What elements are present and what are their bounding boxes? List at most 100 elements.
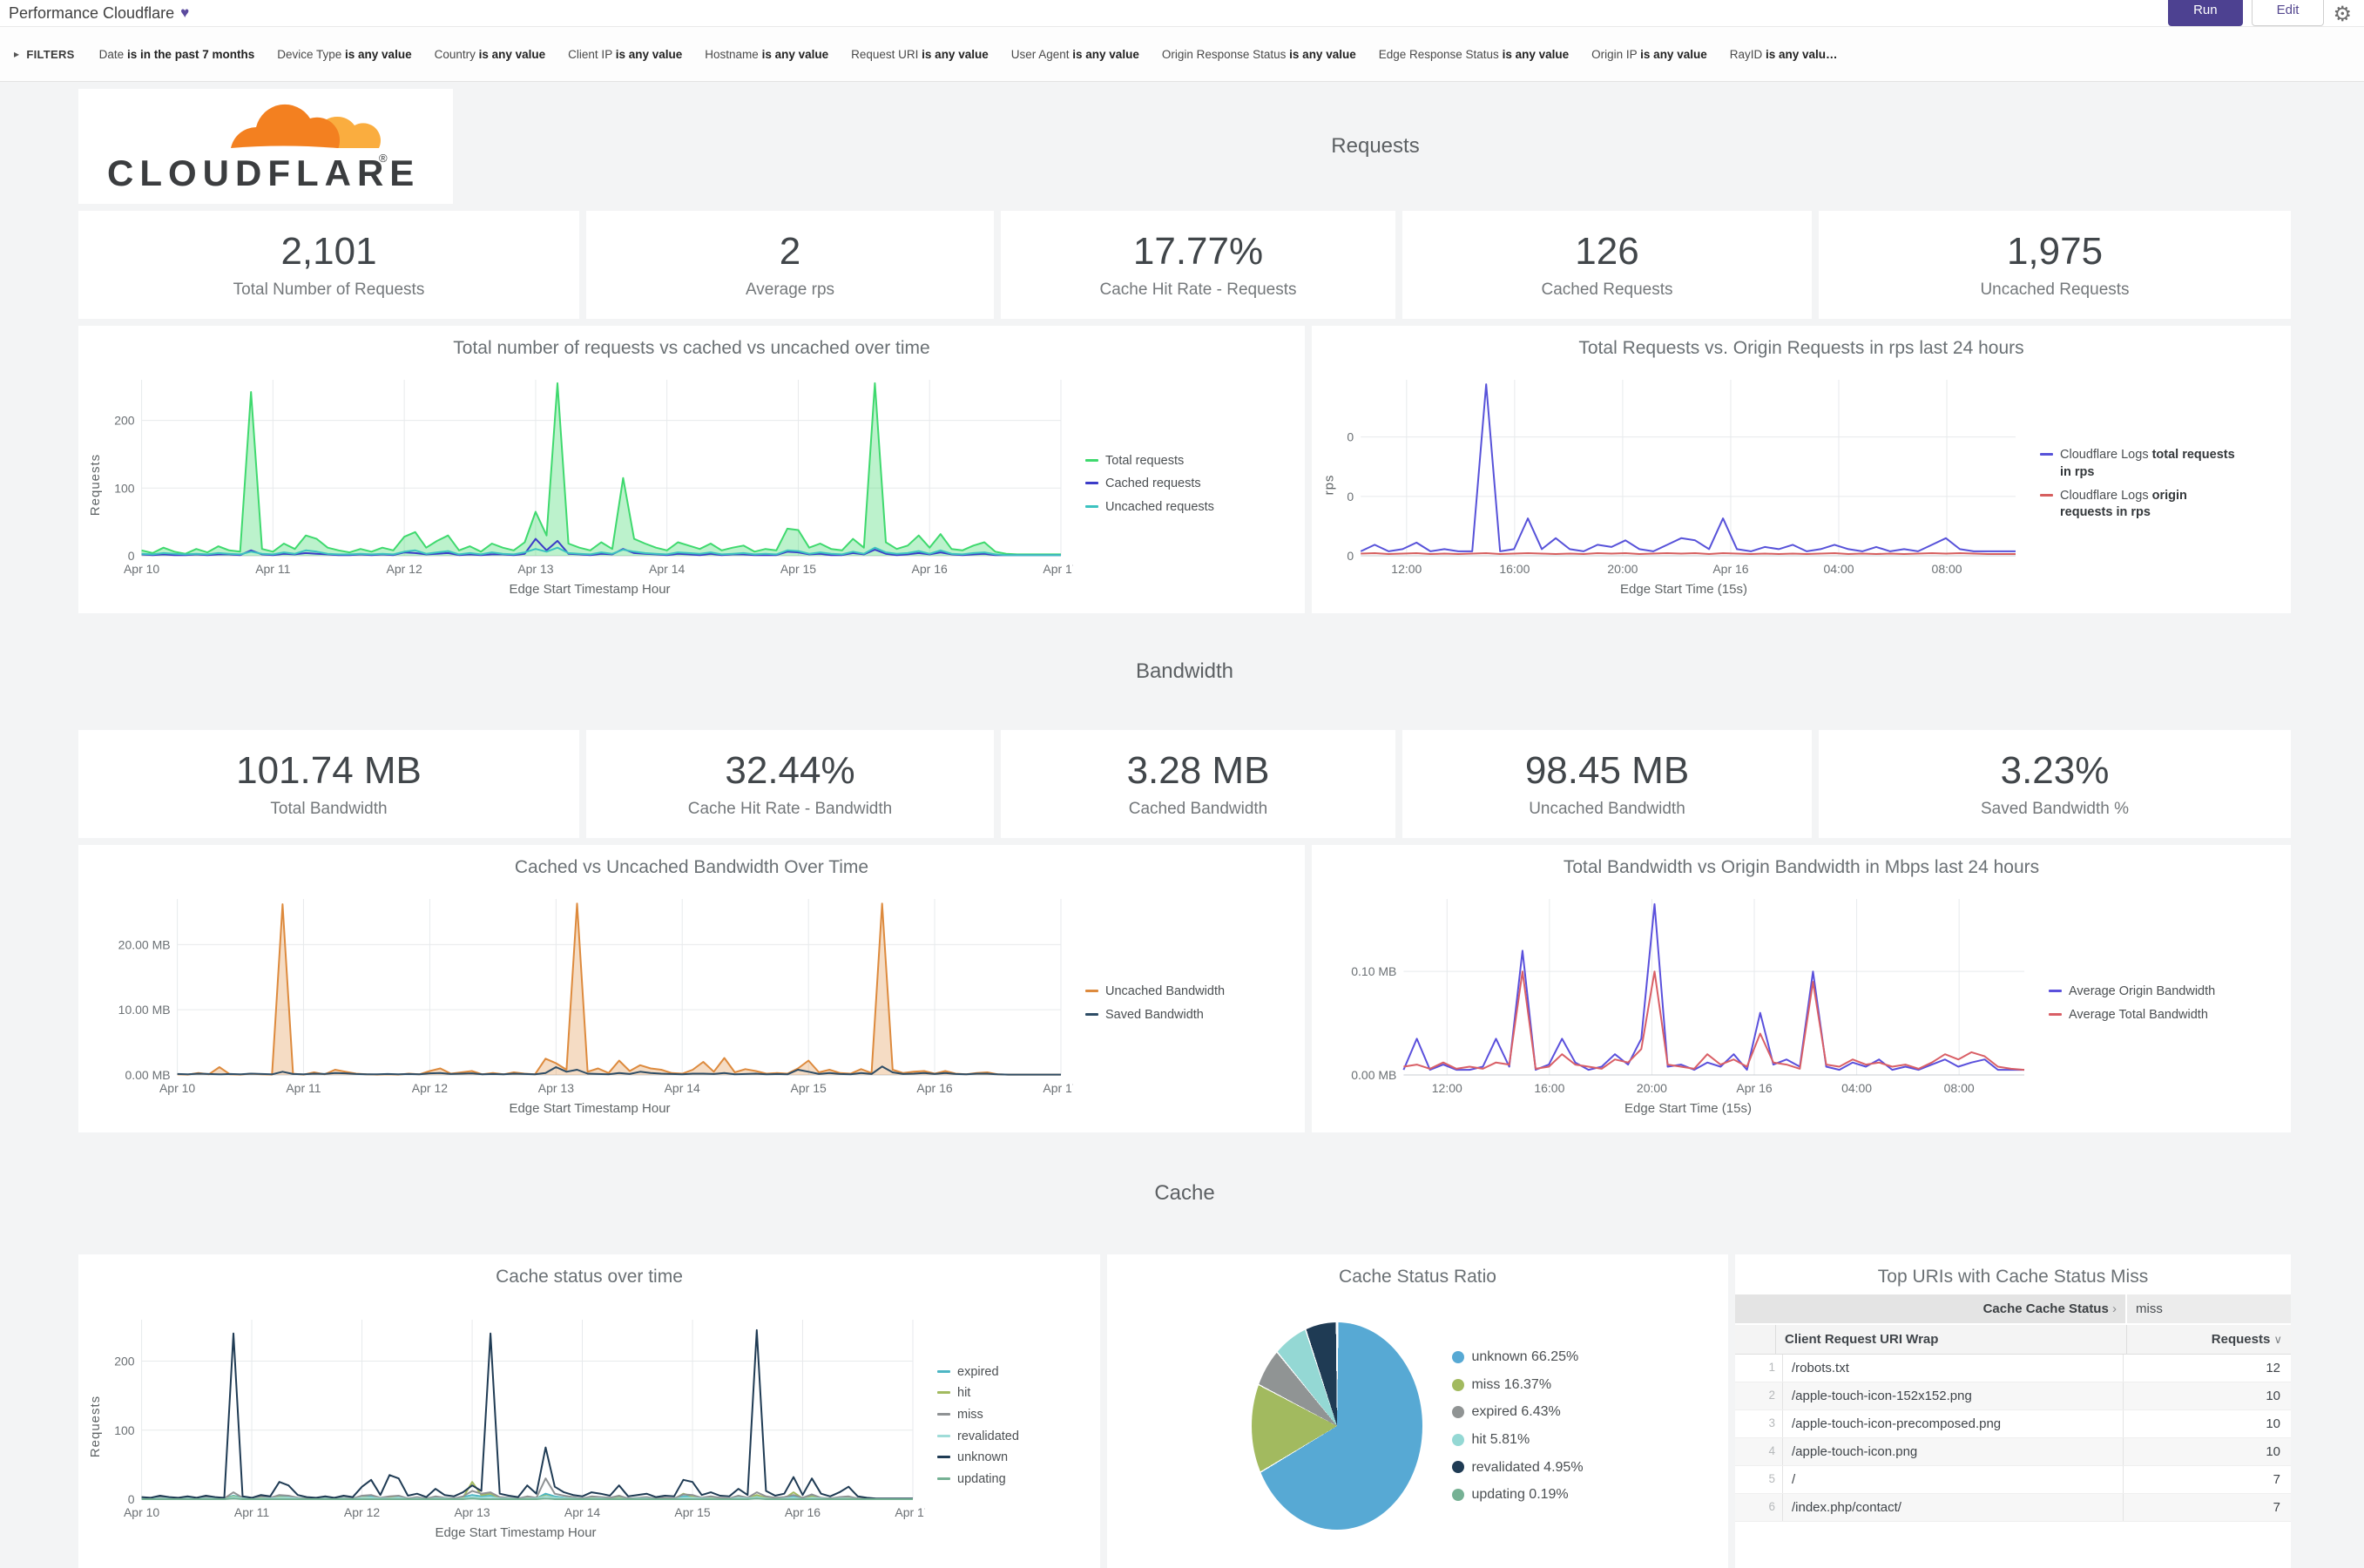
svg-text:0: 0 <box>128 1492 135 1506</box>
bandwidth-over-time-plot[interactable]: Apr 10 Apr 11 Apr 12 Apr 13 Apr 14 Apr 15 Apr … <box>106 892 1073 1099</box>
filter-edge-response-status[interactable]: Edge Response Status is any value <box>1378 47 1570 61</box>
legend-item-total-requests[interactable]: Total requests <box>1085 453 1260 470</box>
column-header-uri[interactable]: Client Request URI Wrap <box>1785 1332 1939 1347</box>
filter-device-type[interactable]: Device Type is any value <box>277 47 412 61</box>
svg-text:Apr 11: Apr 11 <box>255 562 290 576</box>
chart-panel-bandwidth-24h: Total Bandwidth vs Origin Bandwidth in M… <box>1312 845 2291 1132</box>
legend-item-avg-origin-bandwidth[interactable]: Average Origin Bandwidth <box>2049 983 2245 1001</box>
legend-item-unknown[interactable]: unknown <box>937 1450 1055 1467</box>
svg-text:Apr 11: Apr 11 <box>234 1505 269 1519</box>
legend-item-uncached-requests[interactable]: Uncached requests <box>1085 499 1260 517</box>
legend-item-expired[interactable]: expired 6.43% <box>1452 1402 1583 1422</box>
cloudflare-logo: CLOUDFLARE ® <box>78 89 453 204</box>
kpi-cache-hit-rate-bandwidth[interactable]: 32.44% Cache Hit Rate - Bandwidth <box>586 730 994 838</box>
table-row[interactable]: 5/7 <box>1735 1466 2291 1494</box>
chart-title: Cached vs Uncached Bandwidth Over Time <box>514 857 869 877</box>
svg-text:200: 200 <box>114 413 135 427</box>
svg-text:12:00: 12:00 <box>1432 1081 1462 1095</box>
chart-title: Total Bandwidth vs Origin Bandwidth in M… <box>1563 857 2040 877</box>
legend-item-miss[interactable]: miss 16.37% <box>1452 1375 1583 1395</box>
edit-button[interactable]: Edit <box>2251 0 2325 26</box>
page-title-text: Performance Cloudflare <box>9 3 175 22</box>
svg-text:08:00: 08:00 <box>1944 1081 1975 1095</box>
legend-item-unknown[interactable]: unknown 66.25% <box>1452 1348 1583 1367</box>
legend-swatch <box>937 1412 950 1416</box>
kpi-total-requests[interactable]: 2,101 Total Number of Requests <box>78 211 579 319</box>
legend-item-cached-requests[interactable]: Cached requests <box>1085 476 1260 493</box>
chart-panel-cache-status-over-time: Cache status over time Requests Apr 10 Ap… <box>78 1254 1100 1568</box>
filter-client-ip[interactable]: Client IP is any value <box>568 47 683 61</box>
legend-swatch <box>937 1434 950 1437</box>
svg-text:Apr 15: Apr 15 <box>674 1505 710 1519</box>
bandwidth-24h-plot[interactable]: 12:00 16:00 20:00 Apr 16 04:00 08:00 0.00 MB 0.… <box>1340 892 2036 1099</box>
legend-item-uncached-bandwidth[interactable]: Uncached Bandwidth <box>1085 983 1268 1001</box>
column-header-requests[interactable]: Requests ∨ <box>2126 1325 2291 1354</box>
legend-item-hit[interactable]: hit <box>937 1385 1055 1402</box>
kpi-cached-requests[interactable]: 126 Cached Requests <box>1402 211 1812 319</box>
svg-text:Apr 16: Apr 16 <box>916 1081 952 1095</box>
pivot-value-miss[interactable]: miss <box>2125 1294 2291 1323</box>
svg-text:20:00: 20:00 <box>1607 562 1638 576</box>
table-row[interactable]: 2/apple-touch-icon-152x152.png 10 <box>1735 1382 2291 1410</box>
filter-country[interactable]: Country is any value <box>434 47 546 61</box>
legend-swatch <box>937 1391 950 1395</box>
table-row[interactable]: 4/apple-touch-icon.png 10 <box>1735 1438 2291 1466</box>
chart-legend: Total requests Cached requests Uncached … <box>1073 453 1260 517</box>
kpi-total-bandwidth[interactable]: 101.74 MB Total Bandwidth <box>78 730 579 838</box>
kpi-average-rps[interactable]: 2 Average rps <box>586 211 994 319</box>
legend-item-updating[interactable]: updating <box>937 1471 1055 1489</box>
chart-panel-bandwidth-over-time: Cached vs Uncached Bandwidth Over Time A… <box>78 845 1305 1132</box>
legend-item-expired[interactable]: expired <box>937 1364 1055 1382</box>
rps-24h-plot[interactable]: 12:00 16:00 20:00 Apr 16 04:00 08:00 0 0 0 <box>1340 373 2028 580</box>
requests-over-time-plot[interactable]: Apr 10 Apr 11 Apr 12 Apr 13 Apr 14 Apr 15 Apr … <box>106 373 1073 580</box>
legend-item-origin-rps[interactable]: Cloudflare Logs origin requests in rps <box>2040 488 2240 522</box>
filter-rayid[interactable]: RayID is any valu… <box>1729 47 1838 61</box>
x-axis-title: Edge Start Time (15s) <box>1624 1100 1752 1116</box>
filter-request-uri[interactable]: Request URI is any value <box>851 47 989 61</box>
cache-ratio-pie[interactable] <box>1252 1322 1423 1530</box>
filter-hostname[interactable]: Hostname is any value <box>705 47 829 61</box>
filter-bar: ▸ FILTERS Date is in the past 7 months D… <box>0 27 2364 82</box>
svg-text:Apr 14: Apr 14 <box>665 1081 700 1095</box>
legend-item-saved-bandwidth[interactable]: Saved Bandwidth <box>1085 1007 1268 1024</box>
chart-panel-rps-24h: Total Requests vs. Origin Requests in rp… <box>1312 326 2291 613</box>
filter-date[interactable]: Date is in the past 7 months <box>98 47 255 61</box>
chevron-right-icon: › <box>2112 1301 2117 1316</box>
filter-user-agent[interactable]: User Agent is any value <box>1010 47 1139 61</box>
kpi-saved-bandwidth-pct[interactable]: 3.23% Saved Bandwidth % <box>1819 730 2291 838</box>
legend-item-revalidated[interactable]: revalidated <box>937 1429 1055 1446</box>
kpi-uncached-bandwidth[interactable]: 98.45 MB Uncached Bandwidth <box>1402 730 1812 838</box>
kpi-cache-hit-rate-requests[interactable]: 17.77% Cache Hit Rate - Requests <box>1001 211 1395 319</box>
legend-item-total-rps[interactable]: Cloudflare Logs total requests in rps <box>2040 447 2240 481</box>
gear-icon[interactable]: ⚙ <box>2333 3 2352 26</box>
svg-text:04:00: 04:00 <box>1841 1081 1872 1095</box>
filter-origin-response-status[interactable]: Origin Response Status is any value <box>1161 47 1356 61</box>
legend-item-hit[interactable]: hit 5.81% <box>1452 1430 1583 1450</box>
legend-swatch <box>2049 989 2062 992</box>
cache-status-plot[interactable]: Apr 10 Apr 11 Apr 12 Apr 13 Apr 14 Apr 15 Apr … <box>106 1313 925 1524</box>
svg-text:Apr 16: Apr 16 <box>912 562 948 576</box>
section-header-cache: Cache <box>1154 1181 1215 1205</box>
run-button[interactable]: Run <box>2168 0 2243 26</box>
svg-text:20:00: 20:00 <box>1637 1081 1667 1095</box>
pivot-header[interactable]: Cache Cache Status › <box>1982 1301 2117 1316</box>
legend-item-revalidated[interactable]: revalidated 4.95% <box>1452 1458 1584 1477</box>
filter-origin-ip[interactable]: Origin IP is any value <box>1591 47 1707 61</box>
table-row[interactable]: 6/index.php/contact/7 <box>1735 1494 2291 1522</box>
filters-expander[interactable]: ▸ FILTERS <box>14 48 75 61</box>
expander-triangle-icon: ▸ <box>14 48 20 60</box>
svg-text:Apr 17: Apr 17 <box>1043 562 1073 576</box>
table-row[interactable]: 3/apple-touch-icon-precomposed.png 10 <box>1735 1410 2291 1438</box>
kpi-cached-bandwidth[interactable]: 3.28 MB Cached Bandwidth <box>1001 730 1395 838</box>
row-number-header <box>1735 1325 1776 1354</box>
legend-dot <box>1452 1433 1465 1446</box>
svg-text:Apr 12: Apr 12 <box>387 562 422 576</box>
svg-text:Apr 16: Apr 16 <box>1712 562 1748 576</box>
kpi-uncached-requests[interactable]: 1,975 Uncached Requests <box>1819 211 2291 319</box>
legend-item-miss[interactable]: miss <box>937 1407 1055 1424</box>
table-row[interactable]: 1/robots.txt 12 <box>1735 1355 2291 1382</box>
legend-item-updating[interactable]: updating 0.19% <box>1452 1485 1583 1504</box>
cloudflare-cloud-icon <box>231 104 381 151</box>
legend-item-avg-total-bandwidth[interactable]: Average Total Bandwidth <box>2049 1007 2245 1024</box>
table-panel-top-uris: Top URIs with Cache Status Miss Cache Ca… <box>1735 1254 2291 1568</box>
